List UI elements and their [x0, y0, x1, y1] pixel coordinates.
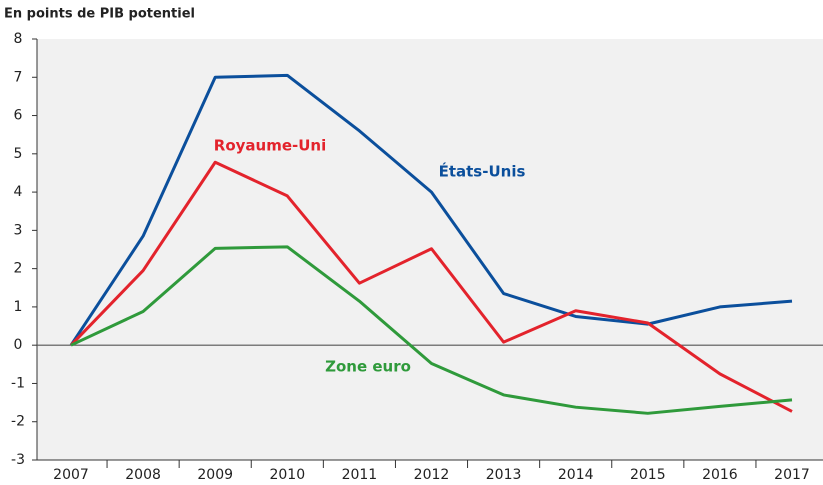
x-tick-label: 2010 — [269, 467, 305, 483]
x-tick-label: 2013 — [486, 467, 522, 483]
series-line — [69, 73, 793, 347]
series-label: États-Unis — [439, 162, 526, 181]
y-tick-label: 4 — [14, 184, 23, 200]
x-tick-label: 2015 — [630, 467, 666, 483]
x-tick-label: 2007 — [53, 467, 89, 483]
series-line — [70, 245, 793, 415]
y-tick-label: 6 — [14, 108, 23, 124]
y-tick-label: -2 — [11, 414, 25, 430]
series-label: Zone euro — [325, 358, 411, 376]
y-tick-label: 1 — [14, 299, 23, 315]
series-label: Royaume-Uni — [214, 137, 326, 155]
x-tick-label: 2014 — [558, 467, 594, 483]
y-tick-label: -3 — [11, 452, 25, 468]
series-line — [69, 160, 793, 413]
y-tick-label: 7 — [14, 69, 23, 85]
x-tick-label: 2011 — [342, 467, 378, 483]
y-tick-label: 8 — [14, 31, 23, 47]
y-tick-label: 5 — [14, 146, 23, 162]
y-tick-label: 2 — [14, 261, 23, 277]
y-tick-label: 0 — [14, 337, 23, 353]
y-tick-label: -1 — [11, 375, 25, 391]
chart-title: En points de PIB potentiel — [4, 7, 195, 22]
x-tick-label: 2008 — [125, 467, 161, 483]
x-tick-label: 2016 — [702, 467, 738, 483]
x-tick-label: 2009 — [197, 467, 233, 483]
y-tick-label: 3 — [14, 222, 23, 238]
x-tick-label: 2017 — [774, 467, 810, 483]
x-tick-label: 2012 — [414, 467, 450, 483]
